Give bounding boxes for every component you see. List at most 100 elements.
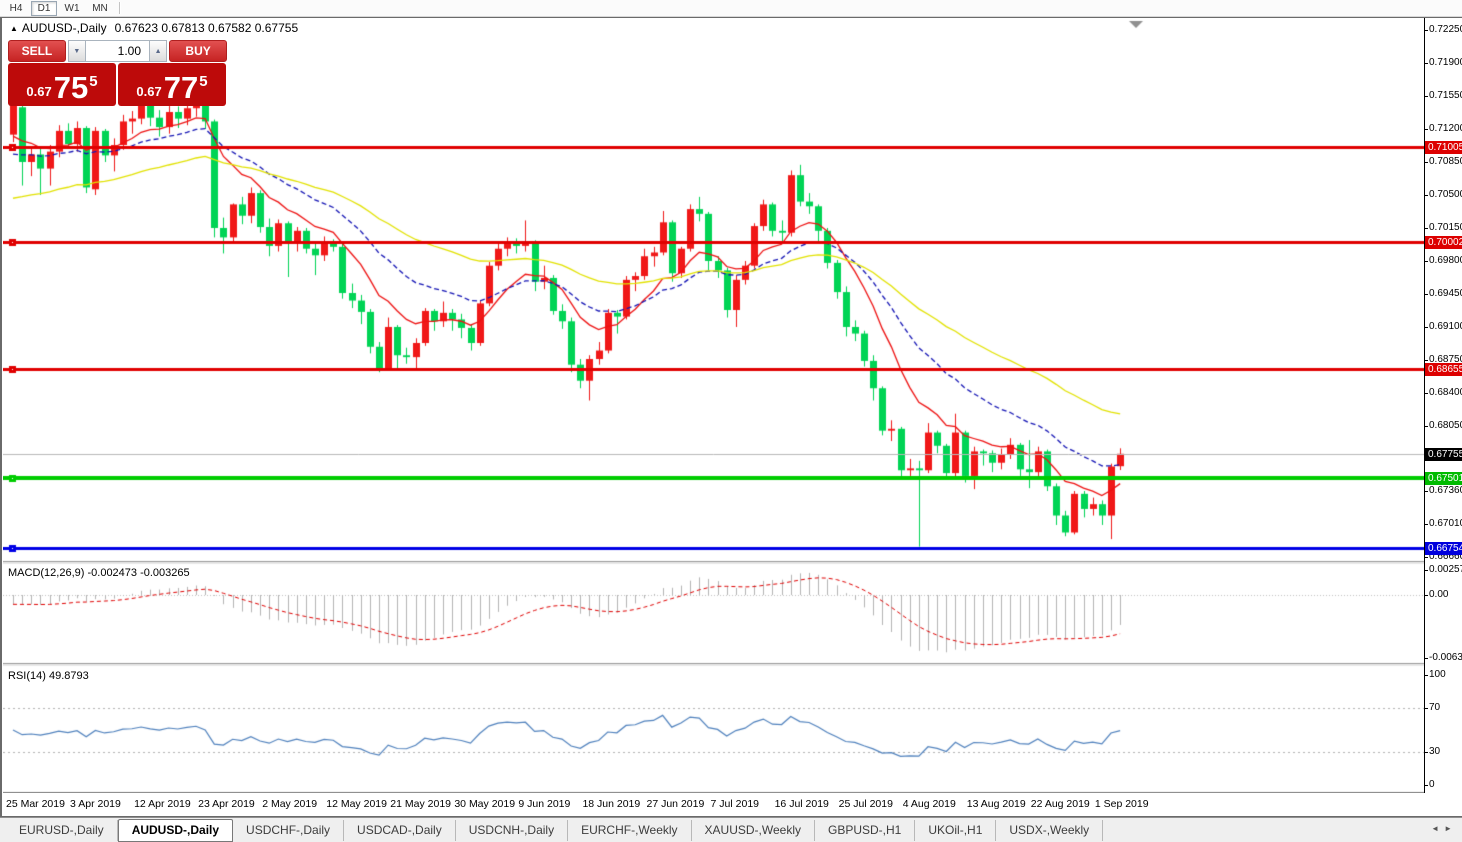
axis-tick-label-rsi-30: 30 xyxy=(1429,746,1441,757)
axis-tick-mark xyxy=(1425,161,1428,163)
time-axis-label: 7 Jul 2019 xyxy=(710,798,760,810)
axis-tick-label-0.69800: 0.69800 xyxy=(1429,254,1462,266)
axis-tick-mark xyxy=(1425,359,1428,361)
sell-price-display: 0.67 75 5 xyxy=(8,63,116,106)
time-axis-label: 25 Mar 2019 xyxy=(6,798,65,810)
axis-tick-label-0.67360: 0.67360 xyxy=(1429,485,1462,496)
axis-tick-mark xyxy=(1425,524,1428,525)
chart-bottom-border xyxy=(0,816,1462,817)
buy-price-pip: 5 xyxy=(199,73,208,90)
hline-price-badge-0.67501: 0.67501 xyxy=(1425,471,1462,485)
axis-tick-label-0.69450: 0.69450 xyxy=(1429,287,1462,299)
one-click-collapse-icon[interactable]: ▲ xyxy=(10,24,18,33)
chart-tab-gbpusd-h1[interactable]: GBPUSD-,H1 xyxy=(815,820,916,841)
axis-tick-label-0.71900: 0.71900 xyxy=(1429,56,1462,68)
one-click-trading-panel: SELL ▼ ▲ BUY 0.67 75 5 0.67 77 5 xyxy=(8,40,227,106)
axis-tick-label-0.68750: 0.68750 xyxy=(1429,353,1462,365)
tab-scroll-arrows[interactable]: ◄► xyxy=(1431,824,1457,833)
axis-tick-mark xyxy=(1425,595,1428,596)
axis-tick-mark xyxy=(1425,785,1428,786)
time-axis-label: 27 Jun 2019 xyxy=(646,798,705,810)
chart-tab-usdcad-daily[interactable]: USDCAD-,Daily xyxy=(344,820,456,841)
volume-decrease-button[interactable]: ▼ xyxy=(67,40,86,62)
sell-price-big: 75 xyxy=(53,70,89,105)
axis-tick-label-macd-0.00: 0.00 xyxy=(1429,589,1449,600)
axis-tick-label-rsi-70: 70 xyxy=(1429,702,1441,713)
axis-tick-label-0.68400: 0.68400 xyxy=(1429,386,1462,398)
buy-price-prefix: 0.67 xyxy=(136,84,162,99)
axis-tick-label-macd--0.006326: -0.006326 xyxy=(1429,651,1462,663)
quote-line: ▲ AUDUSD-,Daily 0.67623 0.67813 0.67582 0.… xyxy=(10,21,298,35)
axis-tick-label-0.70850: 0.70850 xyxy=(1429,155,1462,167)
axis-tick-label-0.69100: 0.69100 xyxy=(1429,320,1462,332)
chart-tab-eurusd-daily[interactable]: EURUSD-,Daily xyxy=(6,820,118,841)
time-axis-label: 21 May 2019 xyxy=(390,798,452,810)
hline-price-badge-0.66754: 0.66754 xyxy=(1425,542,1462,556)
axis-tick-mark xyxy=(1425,556,1428,558)
timeframe-toolbar: H4 D1 W1 MN xyxy=(0,0,1462,17)
volume-input[interactable] xyxy=(86,40,149,62)
chart-tab-xauusd-weekly[interactable]: XAUUSD-,Weekly xyxy=(692,820,815,841)
axis-tick-mark xyxy=(1425,260,1428,262)
chart-tabs-bar: EURUSD-,Daily AUDUSD-,Daily USDCHF-,Daily U… xyxy=(0,817,1462,842)
axis-tick-label-macd-0.002574: 0.002574 xyxy=(1429,563,1462,575)
hline-price-badge-0.70002: 0.70002 xyxy=(1425,235,1462,249)
tab-scroll-left-icon[interactable]: ◄ xyxy=(1431,824,1445,833)
sell-price-pip: 5 xyxy=(89,73,98,90)
axis-tick-label-0.66660: 0.66660 xyxy=(1429,550,1462,562)
time-axis-label: 13 Aug 2019 xyxy=(966,798,1026,810)
price-axis[interactable]: 0.72250 0.71900 0.71550 0.71200 0.70850 0.705… xyxy=(1424,18,1462,793)
axis-tick-label-0.67010: 0.67010 xyxy=(1429,518,1462,529)
tab-scroll-right-icon[interactable]: ► xyxy=(1444,824,1457,833)
symbol-title: AUDUSD-,Daily xyxy=(21,21,107,35)
axis-tick-mark xyxy=(1425,30,1428,31)
quote-ohlc: 0.67623 0.67813 0.67582 0.67755 xyxy=(114,21,299,35)
axis-tick-mark xyxy=(1425,326,1428,328)
axis-tick-mark xyxy=(1425,128,1428,130)
axis-tick-label-0.71200: 0.71200 xyxy=(1429,122,1462,134)
axis-tick-label-0.70150: 0.70150 xyxy=(1429,221,1462,233)
axis-tick-mark xyxy=(1425,293,1428,295)
volume-increase-button[interactable]: ▲ xyxy=(149,40,168,62)
price-chart-canvas[interactable] xyxy=(3,18,1424,793)
hline-price-badge-0.68655: 0.68655 xyxy=(1425,362,1462,376)
time-axis-label: 3 Apr 2019 xyxy=(70,798,121,810)
current-price-badge: 0.67755 xyxy=(1425,447,1462,461)
timeframe-button-h4[interactable]: H4 xyxy=(9,2,23,14)
rsi-label: RSI(14) 49.8793 xyxy=(8,670,89,682)
buy-price-big: 77 xyxy=(163,70,199,105)
axis-tick-label-0.71550: 0.71550 xyxy=(1429,89,1462,101)
chart-tab-audusd-daily[interactable]: AUDUSD-,Daily xyxy=(117,819,234,842)
time-axis[interactable]: 25 Mar 2019 3 Apr 2019 12 Apr 2019 23 Apr 2… xyxy=(3,795,1424,816)
macd-label: MACD(12,26,9) -0.002473 -0.003265 xyxy=(8,567,190,579)
time-axis-label: 2 May 2019 xyxy=(262,798,318,810)
chart-tab-usdx-weekly[interactable]: USDX-,Weekly xyxy=(996,820,1104,841)
chart-tab-usdchf-daily[interactable]: USDCHF-,Daily xyxy=(233,820,345,841)
time-axis-label: 16 Jul 2019 xyxy=(774,798,829,810)
toolbar-separator xyxy=(119,2,121,14)
time-axis-label: 4 Aug 2019 xyxy=(902,798,956,810)
axis-tick-mark xyxy=(1425,491,1428,492)
buy-price-display: 0.67 77 5 xyxy=(118,63,226,106)
timeframe-button-mn[interactable]: MN xyxy=(92,2,108,14)
time-axis-label: 22 Aug 2019 xyxy=(1030,798,1090,810)
timeframe-button-d1[interactable]: D1 xyxy=(31,0,57,16)
chart-tab-usdcnh-daily[interactable]: USDCNH-,Daily xyxy=(456,820,569,841)
axis-tick-mark xyxy=(1425,194,1428,196)
axis-tick-mark xyxy=(1425,752,1428,753)
timeframe-button-w1[interactable]: W1 xyxy=(64,2,80,14)
chart-tab-eurchf-weekly[interactable]: EURCHF-,Weekly xyxy=(568,820,692,841)
axis-tick-label-0.70500: 0.70500 xyxy=(1429,188,1462,200)
time-axis-label: 18 Jun 2019 xyxy=(582,798,641,810)
buy-button[interactable]: BUY xyxy=(169,40,227,62)
axis-tick-mark xyxy=(1425,569,1428,571)
chart-tab-ukoil-h1[interactable]: UKOil-,H1 xyxy=(915,820,997,841)
axis-tick-label-rsi-100: 100 xyxy=(1429,669,1446,680)
axis-tick-label-0.72250: 0.72250 xyxy=(1429,24,1462,35)
axis-tick-label-rsi-0: 0 xyxy=(1429,779,1435,790)
time-axis-label: 1 Sep 2019 xyxy=(1094,798,1149,810)
sell-button[interactable]: SELL xyxy=(8,40,66,62)
axis-tick-mark xyxy=(1425,392,1428,394)
time-axis-label: 23 Apr 2019 xyxy=(198,798,255,810)
time-axis-label: 9 Jun 2019 xyxy=(518,798,571,810)
